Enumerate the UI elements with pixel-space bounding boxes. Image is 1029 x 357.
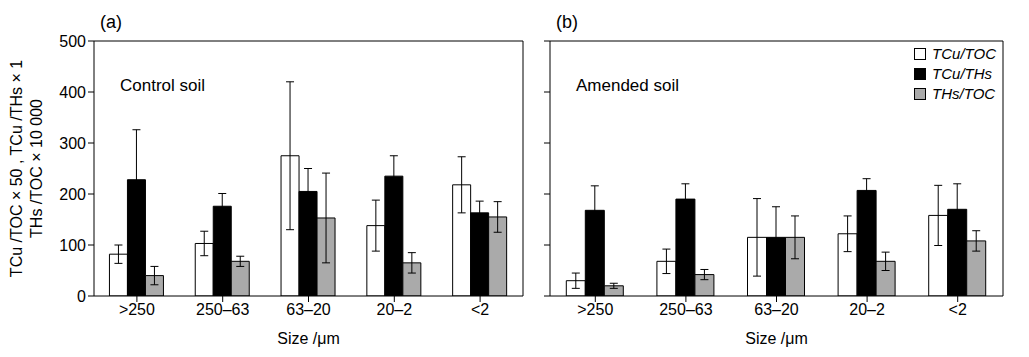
svg-text:>250: >250 — [119, 301, 155, 318]
svg-text:20–2: 20–2 — [377, 301, 413, 318]
svg-text:Size /μm: Size /μm — [277, 330, 340, 347]
svg-text:63–20: 63–20 — [286, 301, 331, 318]
svg-text:>250: >250 — [577, 301, 613, 318]
html-text:TCu/THs: TCu/THs — [932, 65, 993, 82]
html-text:TCu/TOC: TCu/TOC — [932, 45, 996, 62]
svg-text:TCu /TOC × 50 , TCu /THs × 1: TCu /TOC × 50 , TCu /THs × 1 — [8, 60, 25, 277]
svg-text:0: 0 — [77, 288, 86, 305]
svg-text:300: 300 — [59, 135, 86, 152]
svg-text:250–63: 250–63 — [659, 301, 712, 318]
html-text:THs/TOC: THs/TOC — [932, 85, 996, 102]
svg-text:500: 500 — [59, 33, 86, 50]
svg-text:<2: <2 — [949, 301, 967, 318]
html-text:Control soil: Control soil — [120, 76, 205, 95]
svg-text:400: 400 — [59, 84, 86, 101]
svg-text:100: 100 — [59, 237, 86, 254]
html-text:(a): (a) — [100, 12, 122, 32]
svg-text:<2: <2 — [471, 301, 489, 318]
svg-text:63–20: 63–20 — [754, 301, 799, 318]
svg-text:250–63: 250–63 — [196, 301, 249, 318]
html-text:(b): (b) — [556, 12, 578, 32]
svg-text:200: 200 — [59, 186, 86, 203]
html-text:Amended soil: Amended soil — [576, 76, 679, 95]
svg-text:THs /TOC × 10 000: THs /TOC × 10 000 — [28, 99, 45, 238]
svg-text:Size /μm: Size /μm — [745, 330, 808, 347]
svg-text:20–2: 20–2 — [849, 301, 885, 318]
